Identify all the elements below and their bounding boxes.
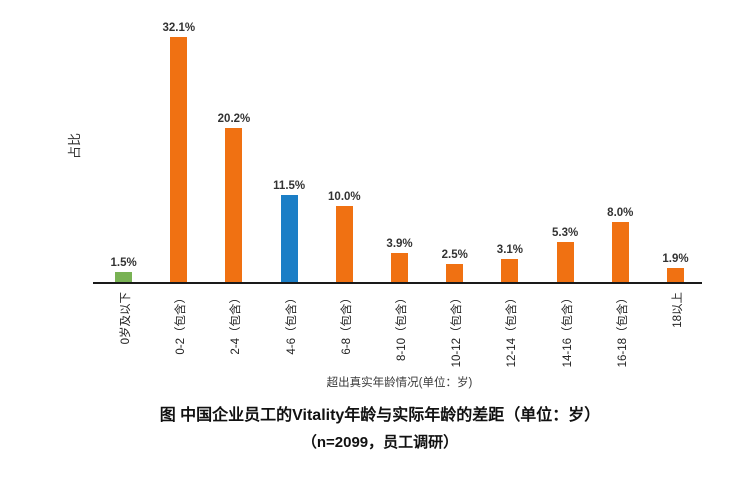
bar-value-label: 1.9% [662,253,689,266]
bar-value-label: 5.3% [551,227,579,240]
bar [280,194,298,283]
x-tick-label: 14-16（包含） [561,292,574,368]
bar [225,128,243,283]
bar-value-label: 1.5% [110,256,137,269]
tick-cell: 8-10（包含） [372,284,427,376]
bar-column: 11.5% [262,8,317,283]
tick-cell: 2-4（包含） [206,284,261,376]
x-axis-title: 超出真实年龄情况(单位：岁) [326,377,473,389]
chart-subtitle: （n=2099，员工调研） [301,434,459,451]
bar-column: 1.5% [96,8,151,283]
bar-value-label: 11.5% [273,179,306,192]
bar [556,242,574,283]
bar [115,271,133,283]
bar-value-label: 10.0% [328,191,361,204]
tick-cell: 16-18（包含） [593,284,648,376]
x-axis-line [93,282,702,284]
tick-cell: 6-8（包含） [317,284,372,376]
bar-value-label: 2.5% [441,248,468,261]
tick-row: 0岁及以下 0-2（包含） 2-4（包含） 4-6（包含） 6-8（包含） 8-10（包含… [96,284,703,376]
x-tick-label: 8-10（包含） [396,292,409,362]
plot-columns: 1.5% 32.1% 20.2% 11.5% 10.0% 3.9% 2.5% 3.1% 5.3%… [96,8,703,283]
tick-cell: 0-2（包含） [151,284,206,376]
tick-cell: 12-14（包含） [482,284,537,376]
bar-column: 10.0% [317,8,372,283]
x-tick-label: 4-6（包含） [285,292,298,355]
bar-column: 20.2% [206,8,261,283]
bar-column: 1.9% [648,8,703,283]
bar [335,206,353,283]
x-tick-label: 10-12（包含） [451,292,464,368]
bar-value-label: 8.0% [607,206,634,219]
bar-value-label: 32.1% [162,22,196,35]
bar-value-label: 20.2% [217,113,251,126]
tick-cell: 4-6（包含） [262,284,317,376]
y-axis-label: 占比 [67,132,82,160]
bar-column: 2.5% [427,8,482,283]
tick-cell: 14-16（包含） [538,284,593,376]
x-tick-label: 16-18（包含） [616,292,629,368]
tick-cell: 18以上 [648,284,703,376]
x-tick-label: 12-14（包含） [506,292,519,368]
bar-column: 3.1% [482,8,537,283]
x-tick-label: 0岁及以下 [120,292,133,345]
bar [391,253,409,283]
x-tick-label: 18以上 [671,292,684,328]
bar [501,259,519,283]
bar-column: 5.3% [538,8,593,283]
bar [170,37,188,283]
x-tick-label: 6-8（包含） [340,292,353,355]
x-tick-label: 2-4（包含） [230,292,243,355]
tick-cell: 10-12（包含） [427,284,482,376]
x-tick-label: 0-2（包含） [175,292,188,355]
tick-cell: 0岁及以下 [96,284,151,376]
bar-value-label: 3.1% [496,244,524,257]
bar-column: 8.0% [593,8,648,283]
bar-column: 32.1% [151,8,206,283]
bar [446,263,464,283]
chart-title: 图 中国企业员工的Vitality年龄与实际年龄的差距（单位：岁） [159,407,601,424]
bar-value-label: 3.9% [386,238,413,251]
bar [666,268,684,283]
bar [611,221,629,283]
bar-column: 3.9% [372,8,427,283]
